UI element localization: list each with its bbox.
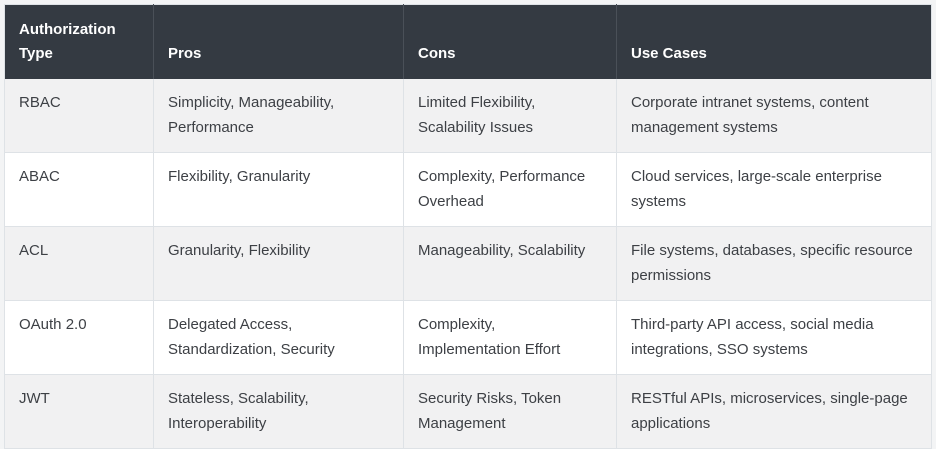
cell-use-cases: Third-party API access, social media int…: [616, 299, 932, 374]
authorization-comparison-table: Authorization Type Pros Cons Use Cases R…: [4, 4, 932, 449]
cell-pros: Stateless, Scalability, Interoperability: [153, 373, 404, 448]
cell-authorization-type: OAuth 2.0: [4, 299, 154, 374]
table-row: JWT Stateless, Scalability, Interoperabi…: [4, 373, 932, 448]
cell-use-cases: Corporate intranet systems, content mana…: [616, 78, 932, 152]
cell-cons: Complexity, Implementation Effort: [403, 299, 617, 374]
table-header: Authorization Type Pros Cons Use Cases: [4, 4, 932, 79]
table-row: ABAC Flexibility, Granularity Complexity…: [4, 151, 932, 226]
cell-pros: Simplicity, Manageability, Performance: [153, 78, 404, 152]
column-header-use-cases: Use Cases: [616, 4, 932, 79]
table-row: ACL Granularity, Flexibility Manageabili…: [4, 225, 932, 300]
cell-use-cases: File systems, databases, specific resour…: [616, 225, 932, 300]
cell-use-cases: Cloud services, large-scale enterprise s…: [616, 151, 932, 226]
cell-cons: Complexity, Performance Overhead: [403, 151, 617, 226]
cell-pros: Delegated Access, Standardization, Secur…: [153, 299, 404, 374]
table-row: OAuth 2.0 Delegated Access, Standardizat…: [4, 299, 932, 374]
cell-authorization-type: ABAC: [4, 151, 154, 226]
column-header-authorization-type: Authorization Type: [4, 4, 154, 79]
cell-pros: Granularity, Flexibility: [153, 225, 404, 300]
cell-authorization-type: RBAC: [4, 78, 154, 152]
cell-cons: Limited Flexibility, Scalability Issues: [403, 78, 617, 152]
column-header-cons: Cons: [403, 4, 617, 79]
cell-cons: Security Risks, Token Management: [403, 373, 617, 448]
table-row: RBAC Simplicity, Manageability, Performa…: [4, 78, 932, 152]
column-header-pros: Pros: [153, 4, 404, 79]
cell-authorization-type: ACL: [4, 225, 154, 300]
cell-pros: Flexibility, Granularity: [153, 151, 404, 226]
table-body: RBAC Simplicity, Manageability, Performa…: [4, 78, 932, 448]
cell-authorization-type: JWT: [4, 373, 154, 448]
cell-use-cases: RESTful APIs, microservices, single-page…: [616, 373, 932, 448]
table-header-row: Authorization Type Pros Cons Use Cases: [4, 4, 932, 79]
cell-cons: Manageability, Scalability: [403, 225, 617, 300]
